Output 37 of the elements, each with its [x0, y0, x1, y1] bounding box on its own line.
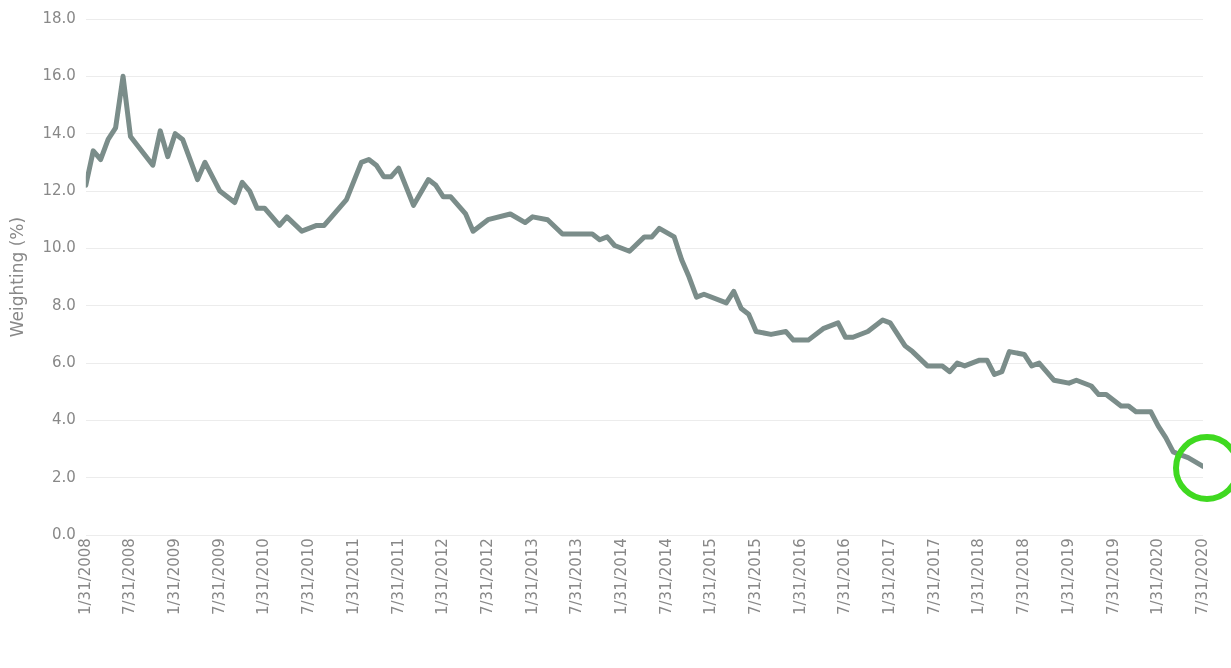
x-tick-label: 1/31/2015 [701, 538, 720, 616]
x-tick-label: 1/31/2009 [165, 538, 184, 616]
y-tick-label: 2.0 [51, 467, 76, 486]
x-tick-label: 7/31/2008 [120, 538, 139, 616]
y-tick-label: 18.0 [42, 8, 76, 27]
x-tick-label: 7/31/2009 [209, 538, 228, 616]
x-tick-label: 7/31/2011 [388, 538, 407, 616]
y-tick-label: 14.0 [42, 123, 76, 142]
x-tick-label: 1/31/2013 [522, 538, 541, 616]
y-tick-label: 6.0 [51, 352, 76, 371]
y-tick-label: 0.0 [51, 524, 76, 543]
x-tick-label: 7/31/2013 [567, 538, 586, 616]
y-tick-label: 4.0 [51, 410, 76, 429]
y-tick-label: 12.0 [42, 180, 76, 199]
x-tick-label: 1/31/2019 [1058, 538, 1077, 616]
x-tick-label: 7/31/2016 [835, 538, 854, 616]
x-tick-label: 1/31/2016 [790, 538, 809, 616]
x-tick-label: 7/31/2012 [477, 538, 496, 616]
y-tick-label: 10.0 [42, 238, 76, 257]
y-axis-title: Weighting (%) [6, 216, 27, 338]
x-tick-label: 7/31/2015 [746, 538, 765, 616]
y-tick-label: 8.0 [51, 295, 76, 314]
x-tick-label: 7/31/2017 [924, 538, 943, 616]
x-tick-label: 1/31/2014 [611, 538, 630, 616]
x-tick-label: 1/31/2012 [433, 538, 452, 616]
x-tick-label: 1/31/2020 [1148, 538, 1167, 616]
x-tick-label: 7/31/2018 [1014, 538, 1033, 616]
x-tick-label: 7/31/2014 [656, 538, 675, 616]
x-tick-label: 7/31/2010 [299, 538, 318, 616]
x-tick-label: 7/31/2020 [1192, 538, 1211, 616]
x-tick-label: 1/31/2017 [880, 538, 899, 616]
x-tick-label: 1/31/2018 [969, 538, 988, 616]
x-tick-label: 1/31/2011 [343, 538, 362, 616]
x-tick-label: 1/31/2010 [254, 538, 273, 616]
x-tick-label: 7/31/2019 [1103, 538, 1122, 616]
y-tick-label: 16.0 [42, 66, 76, 85]
x-tick-label: 1/31/2008 [75, 538, 94, 616]
